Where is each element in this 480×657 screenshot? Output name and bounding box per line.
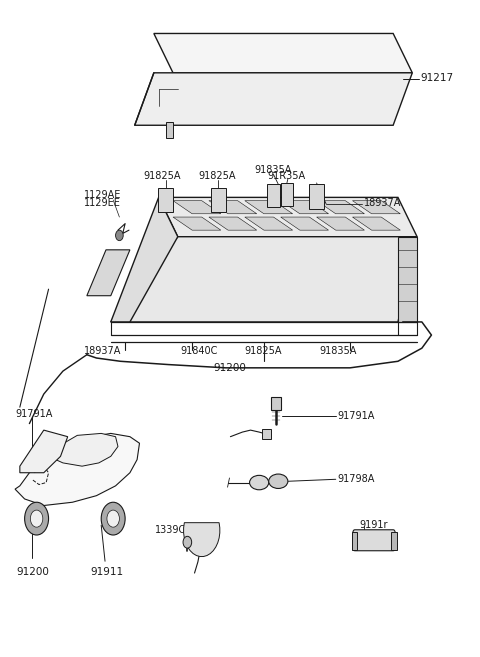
Polygon shape: [317, 217, 364, 230]
Polygon shape: [209, 217, 257, 230]
Polygon shape: [158, 197, 417, 237]
FancyBboxPatch shape: [353, 530, 395, 551]
Circle shape: [116, 230, 123, 240]
Ellipse shape: [269, 474, 288, 488]
Circle shape: [30, 510, 43, 527]
Polygon shape: [281, 217, 328, 230]
Bar: [351, 532, 357, 550]
Polygon shape: [352, 200, 400, 214]
Text: 91835A: 91835A: [254, 165, 292, 175]
Text: 91R35A: 91R35A: [268, 171, 306, 181]
Polygon shape: [135, 73, 412, 125]
Polygon shape: [48, 434, 118, 466]
Polygon shape: [209, 200, 257, 214]
Circle shape: [183, 536, 192, 548]
Text: 91200: 91200: [214, 363, 247, 373]
Polygon shape: [154, 34, 412, 73]
Text: 9191r: 9191r: [360, 520, 388, 530]
Bar: [271, 397, 281, 411]
Text: 1129AE: 1129AE: [84, 190, 122, 200]
Polygon shape: [173, 217, 221, 230]
Text: 91835A: 91835A: [319, 346, 356, 357]
Text: 18937A: 18937A: [363, 198, 401, 208]
Text: 1339CC: 1339CC: [156, 526, 193, 535]
Circle shape: [24, 502, 48, 535]
Polygon shape: [398, 237, 417, 322]
Bar: [281, 183, 293, 206]
Polygon shape: [111, 197, 178, 322]
Polygon shape: [184, 523, 220, 556]
Polygon shape: [245, 217, 293, 230]
Text: 91798A: 91798A: [337, 474, 374, 484]
Polygon shape: [245, 200, 293, 214]
Polygon shape: [173, 200, 221, 214]
Polygon shape: [20, 430, 68, 473]
Bar: [391, 532, 396, 550]
Text: 91825A: 91825A: [198, 171, 236, 181]
Text: 91791A: 91791A: [337, 411, 374, 420]
Text: 91200: 91200: [16, 568, 49, 578]
Polygon shape: [87, 250, 130, 296]
Text: 91825A: 91825A: [144, 171, 181, 181]
Text: 91791A: 91791A: [15, 409, 52, 419]
Text: 1129EE: 1129EE: [84, 198, 121, 208]
Circle shape: [107, 510, 120, 527]
Polygon shape: [352, 217, 400, 230]
Text: 91825A: 91825A: [245, 346, 282, 357]
Polygon shape: [317, 200, 364, 214]
Text: 18937A: 18937A: [84, 346, 122, 357]
Polygon shape: [281, 200, 328, 214]
Bar: [263, 429, 271, 439]
Bar: [211, 187, 226, 212]
Bar: [267, 184, 280, 207]
Polygon shape: [15, 434, 140, 505]
Polygon shape: [166, 122, 173, 139]
Text: 91840C: 91840C: [180, 346, 217, 357]
Bar: [158, 187, 173, 212]
Text: 91911: 91911: [91, 568, 124, 578]
Ellipse shape: [250, 476, 269, 489]
Circle shape: [101, 502, 125, 535]
Polygon shape: [111, 237, 417, 322]
Bar: [309, 184, 324, 209]
Text: 91217: 91217: [420, 73, 454, 83]
